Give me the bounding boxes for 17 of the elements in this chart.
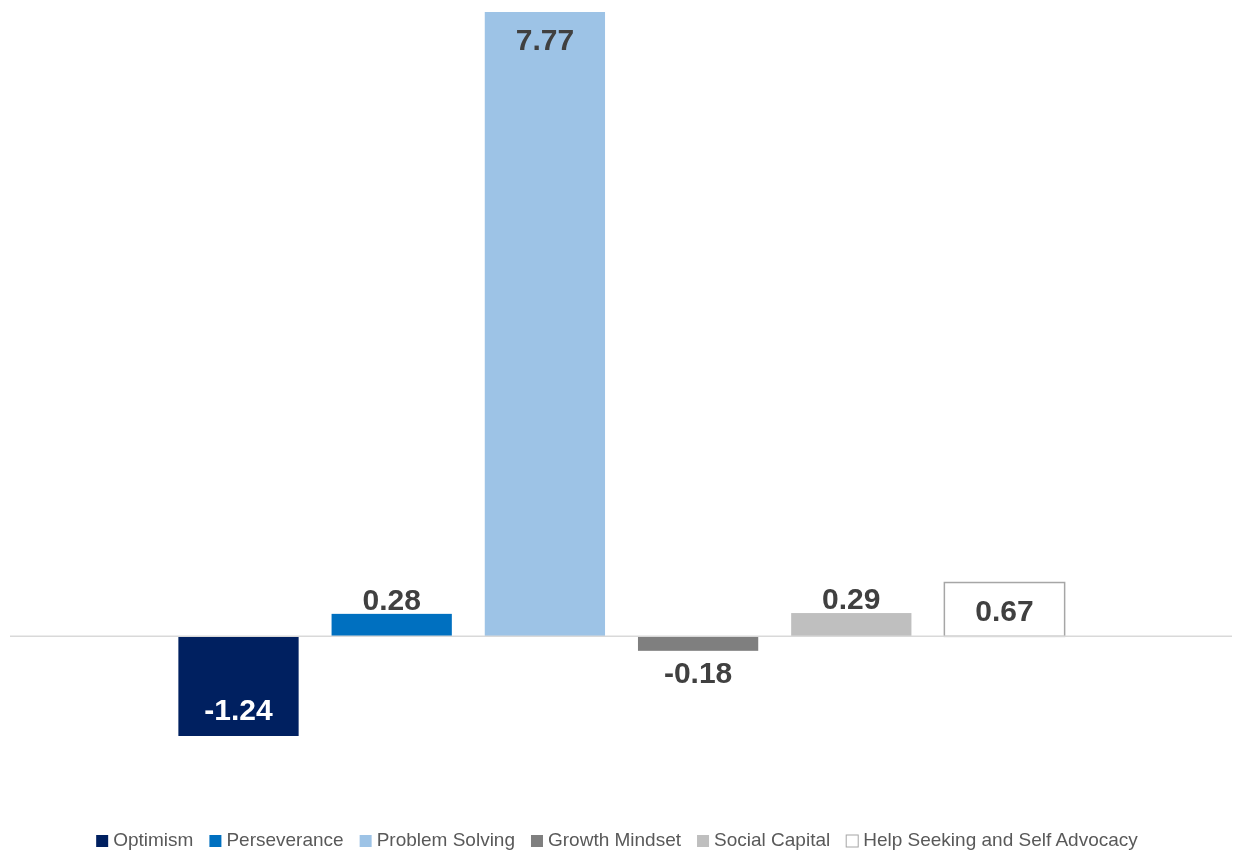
data-label: 0.67 [975, 593, 1034, 627]
bar [791, 613, 912, 637]
legend-label: Help Seeking and Self Advocacy [863, 829, 1139, 850]
legend-label: Optimism [113, 829, 194, 850]
data-label: 0.28 [362, 582, 421, 616]
bar [178, 636, 299, 736]
data-label: 0.29 [822, 582, 881, 616]
bar [484, 12, 606, 637]
legend-label: Perseverance [226, 829, 344, 850]
bar [331, 613, 452, 637]
legend-label: Social Capital [714, 829, 831, 850]
data-label: 7.77 [515, 23, 575, 56]
bar [637, 636, 759, 651]
data-label: -1.24 [204, 693, 273, 726]
legend-label: Problem Solving [376, 829, 515, 850]
legend-label: Growth Mindset [547, 829, 682, 850]
data-label: -0.18 [663, 655, 733, 689]
